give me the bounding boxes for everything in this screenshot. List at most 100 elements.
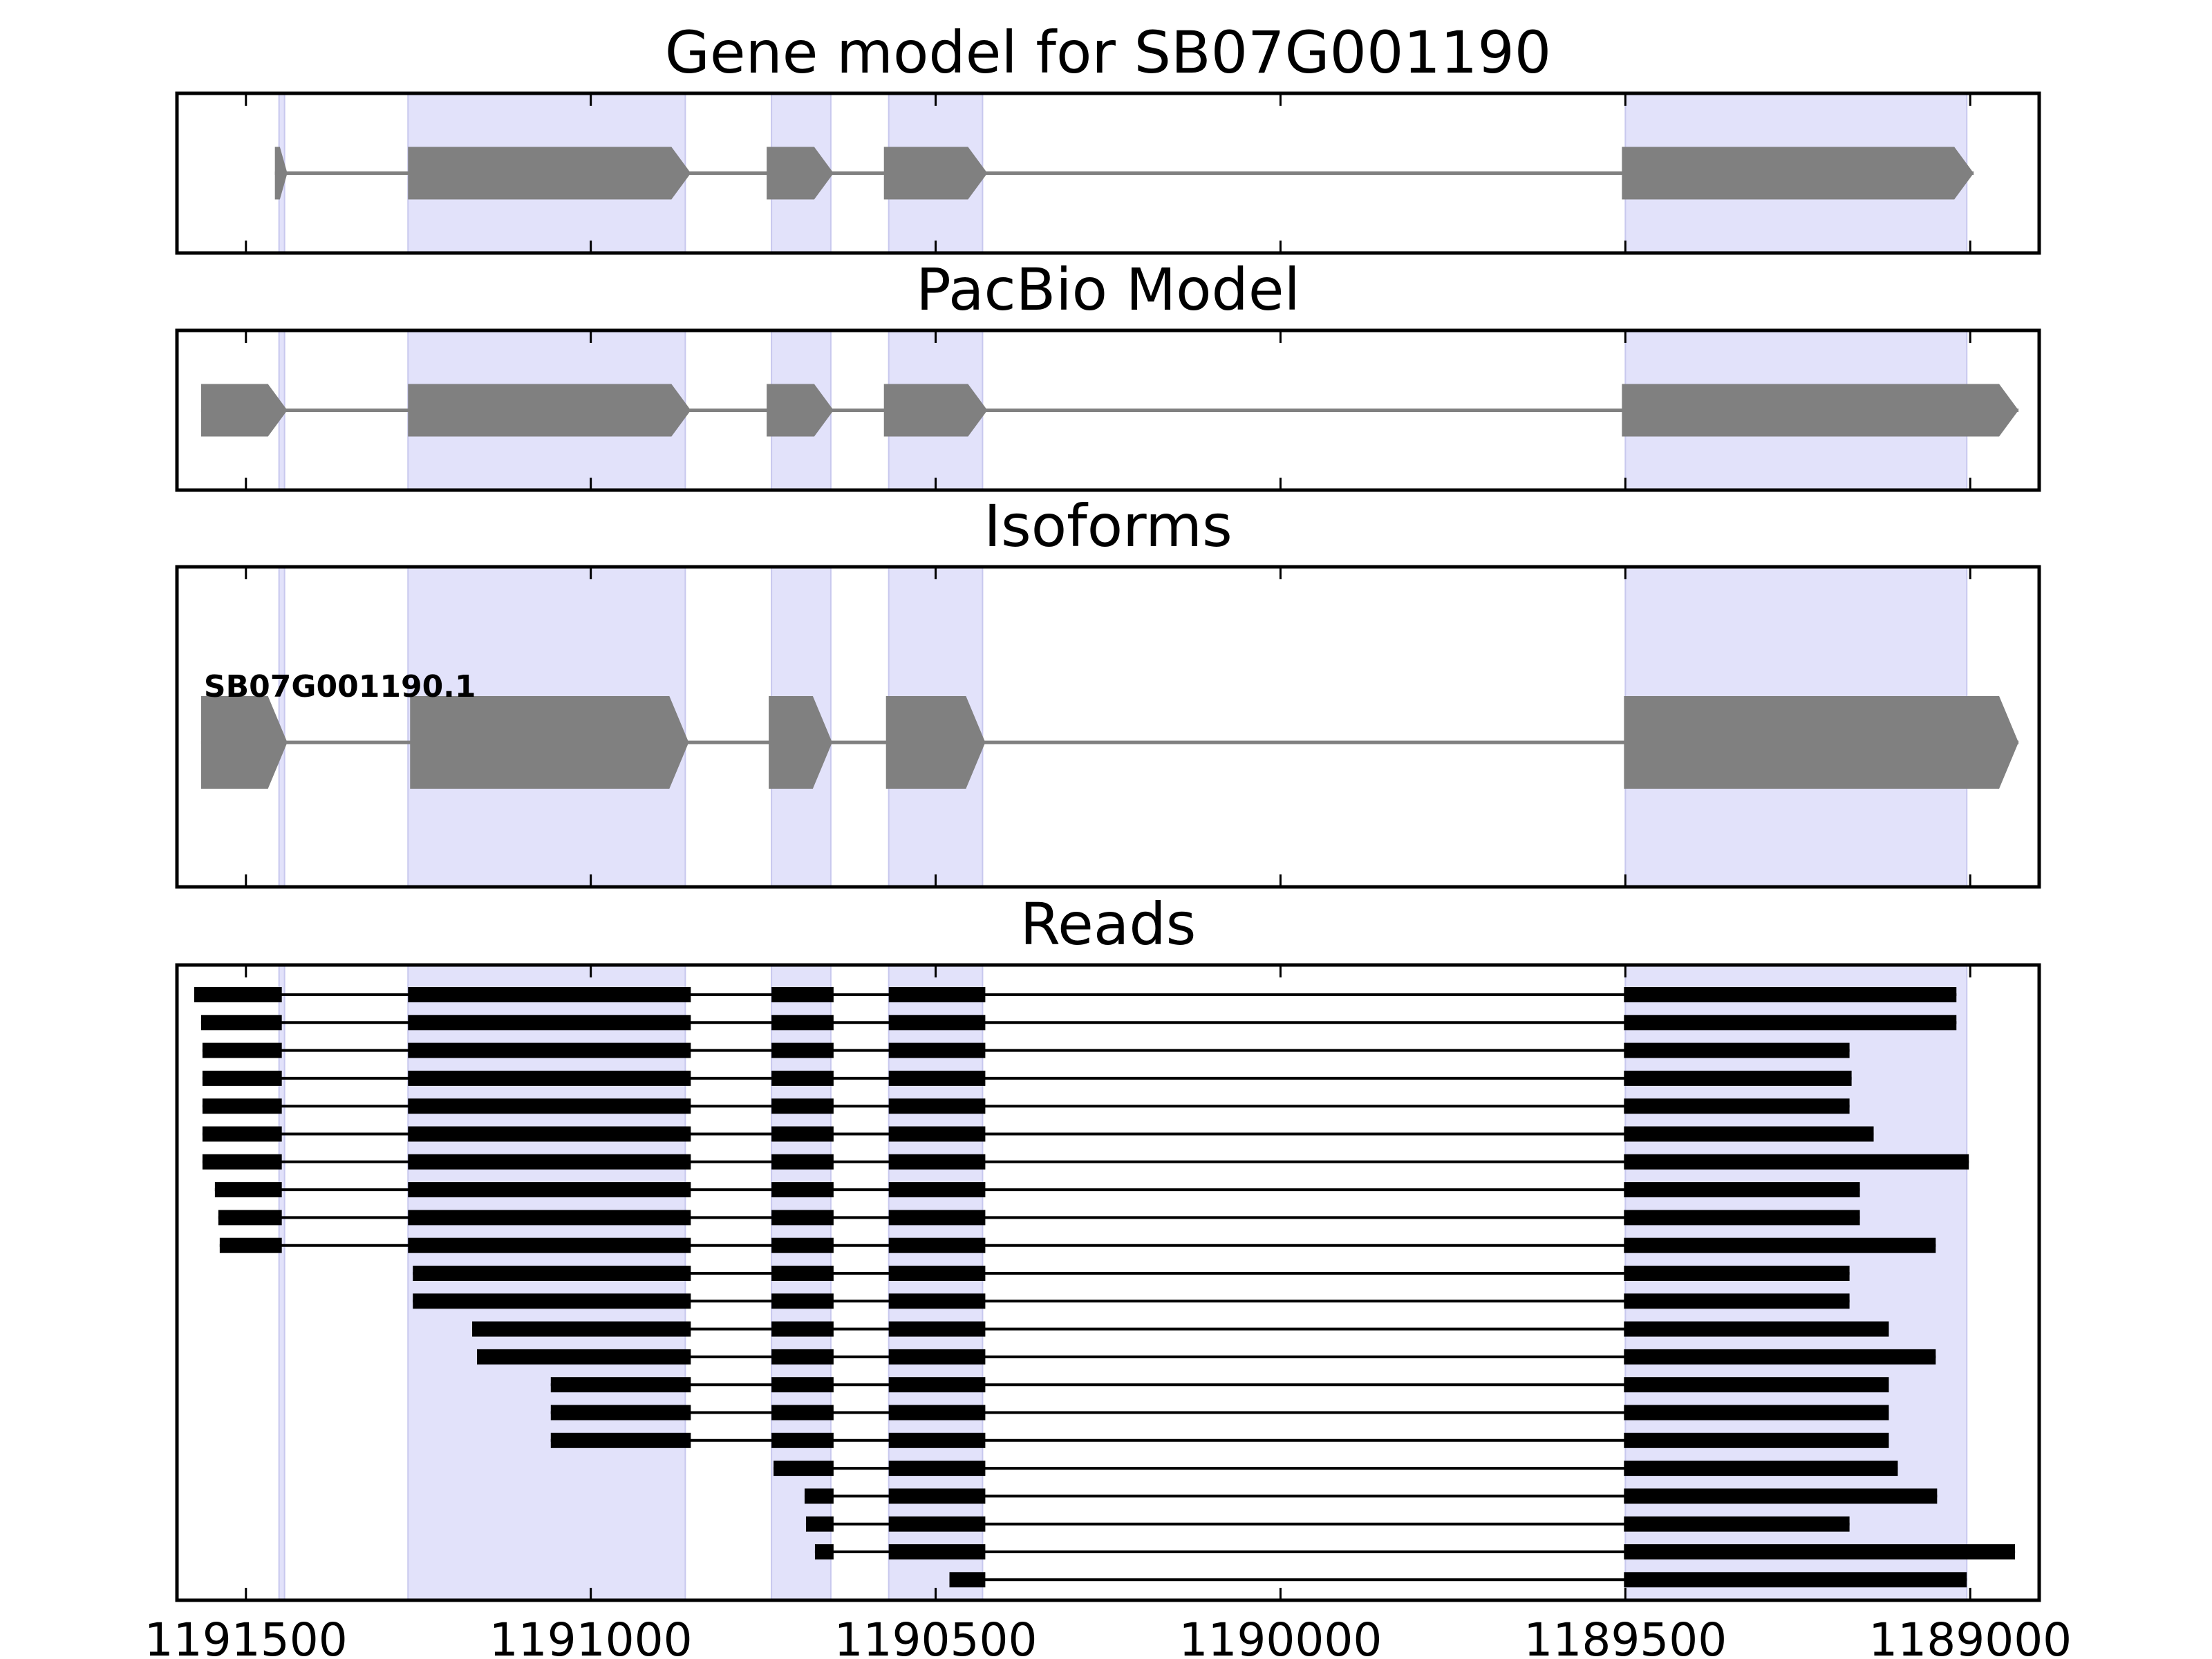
read-14 [550,1377,1889,1393]
read-exon-block [888,1210,986,1226]
read-exon-block [1624,1154,1969,1170]
read-exon-block [771,1154,834,1170]
panels-layer: Gene model for SB07G001190 PacBio Model Is… [175,19,2041,1602]
exon-block [1624,696,2019,789]
read-10 [413,1266,1850,1281]
read-exon-block [888,1377,986,1393]
exon-block [883,147,988,200]
read-exon-block [805,1516,834,1532]
panel-3: Reads [175,890,2041,1602]
panel-2: Isoforms SB07G001190.1 [175,492,2041,889]
read-exon-block [888,1237,986,1253]
read-exon-block [804,1488,834,1504]
read-exon-block [814,1544,834,1559]
read-exon-block [1624,1237,1936,1253]
exon-block [200,384,288,437]
exon-block [767,384,834,437]
read-exon-block [1624,1572,1967,1588]
read-exon-block [888,1516,986,1532]
exon-block [274,147,288,200]
read-exon-block [1624,1461,1898,1477]
read-exon-block [771,1070,834,1086]
read-exon-block [1624,1321,1889,1337]
read-exon-block [771,1126,834,1142]
exon-highlight-region [407,965,686,1600]
exon-block [767,147,834,200]
panel-content [200,567,2019,887]
read-exon-block [1624,1210,1860,1226]
x-tick-label: 1189000 [1868,1613,2072,1659]
read-exon-block [408,1098,691,1114]
read-exon-block [1624,1405,1889,1421]
x-tick-label: 1191000 [489,1613,693,1659]
read-exon-block [472,1321,691,1337]
read-18 [804,1488,1938,1504]
read-exon-block [219,1237,282,1253]
read-exon-block [888,1544,986,1559]
read-exon-block [771,1098,834,1114]
read-exon-block [888,987,986,1002]
read-exon-block [771,1321,834,1337]
read-exon-block [1624,1015,1957,1031]
read-exon-block [1624,1349,1936,1365]
exon-block [410,696,689,789]
read-2 [202,1042,1850,1058]
exon-block [769,696,832,789]
read-exon-block [202,1126,282,1142]
exon-highlight-region [1624,965,1968,1600]
read-exon-block [774,1461,834,1477]
read-exon-block [888,1461,986,1477]
read-exon-block [408,1210,691,1226]
read-1 [200,1015,1957,1031]
panel-title: Reads [1020,890,1197,958]
exon-highlight-region [888,965,984,1600]
read-exon-block [1624,1098,1850,1114]
read-exon-block [888,1321,986,1337]
read-exon-block [1624,1293,1850,1309]
read-exon-block [408,1182,691,1198]
read-exon-block [408,987,691,1002]
read-exon-block [408,1126,691,1142]
panel-title: PacBio Model [916,256,1300,324]
read-exon-block [200,1015,282,1031]
x-tick-label: 1190500 [834,1613,1038,1659]
panel-content [274,93,1974,253]
exon-highlight-region [771,965,832,1600]
read-exon-block [202,1098,282,1114]
exon-block [885,696,986,789]
read-exon-block [202,1154,282,1170]
panel-content [200,330,2019,490]
read-exon-block [888,1070,986,1086]
exon-block [1622,147,1974,200]
read-exon-block [771,1210,834,1226]
panel-1: PacBio Model [175,256,2041,492]
read-exon-block [550,1377,691,1393]
read-exon-block [550,1432,691,1448]
read-exon-block [771,1349,834,1365]
read-exon-block [888,1266,986,1281]
read-exon-block [1624,1182,1860,1198]
read-exon-block [771,1432,834,1448]
read-exon-block [771,1266,834,1281]
read-8 [218,1210,1860,1226]
panel-title: Gene model for SB07G001190 [665,19,1551,86]
read-exon-block [888,1349,986,1365]
panel-frame [175,963,2041,1602]
read-exon-block [888,1154,986,1170]
read-exon-block [1624,1516,1850,1532]
read-exon-block [771,1377,834,1393]
read-exon-block [888,1432,986,1448]
isoform-label: SB07G001190.1 [204,669,476,704]
read-3 [202,1070,1852,1086]
read-exon-block [408,1070,691,1086]
exon-highlight-region [278,965,285,1600]
read-19 [805,1516,1850,1532]
exon-block [408,147,691,200]
panel-frame [175,565,2041,889]
read-exon-block [771,1293,834,1309]
panel-title: Isoforms [984,492,1232,560]
read-exon-block [771,1182,834,1198]
read-exon-block [888,1015,986,1031]
read-exon-block [477,1349,691,1365]
